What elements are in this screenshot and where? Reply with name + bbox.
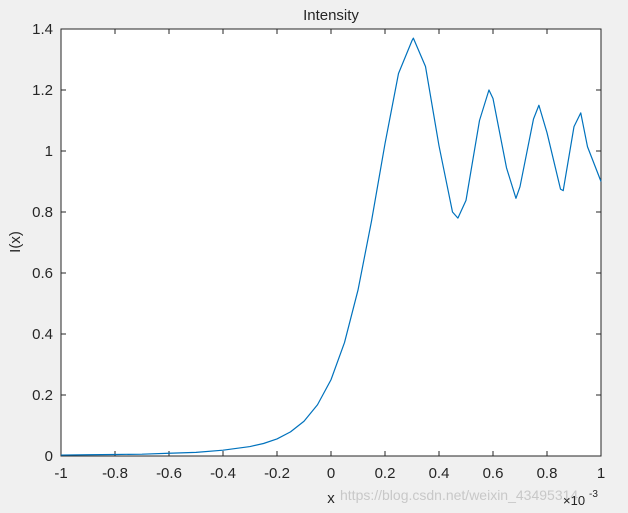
x-tick-label: -0.8 [102, 465, 128, 482]
y-tick-label: 0.2 [32, 387, 53, 404]
y-tick-label: 1.4 [32, 21, 53, 38]
x-tick-label: 0.6 [483, 465, 504, 482]
x-tick-label: 0.8 [537, 465, 558, 482]
x-tick-label: 0 [327, 465, 335, 482]
x-tick-label: -0.2 [264, 465, 290, 482]
y-tick-label: 1.2 [32, 82, 53, 99]
x-tick-label: 0.4 [429, 465, 450, 482]
y-tick-label: 1 [45, 143, 53, 160]
y-tick-label: 0.8 [32, 204, 53, 221]
x-tick-label: 1 [597, 465, 605, 482]
chart-title: Intensity [303, 7, 359, 24]
x-tick-label: -1 [54, 465, 67, 482]
x-axis-label: x [327, 490, 335, 507]
data-line [60, 37, 602, 456]
y-tick-label: 0 [45, 448, 53, 465]
plot-area [60, 28, 602, 457]
x-exponent: -3 [589, 489, 598, 500]
y-axis-label: I(x) [7, 231, 24, 253]
y-tick-label: 0.4 [32, 326, 53, 343]
watermark: https://blog.csdn.net/weixin_43495314 [340, 487, 578, 503]
x-tick-label: 0.2 [375, 465, 396, 482]
x-tick-label: -0.4 [210, 465, 236, 482]
y-tick-label: 0.6 [32, 265, 53, 282]
x-tick-label: -0.6 [156, 465, 182, 482]
x-multiplier: ×10 [563, 493, 585, 508]
